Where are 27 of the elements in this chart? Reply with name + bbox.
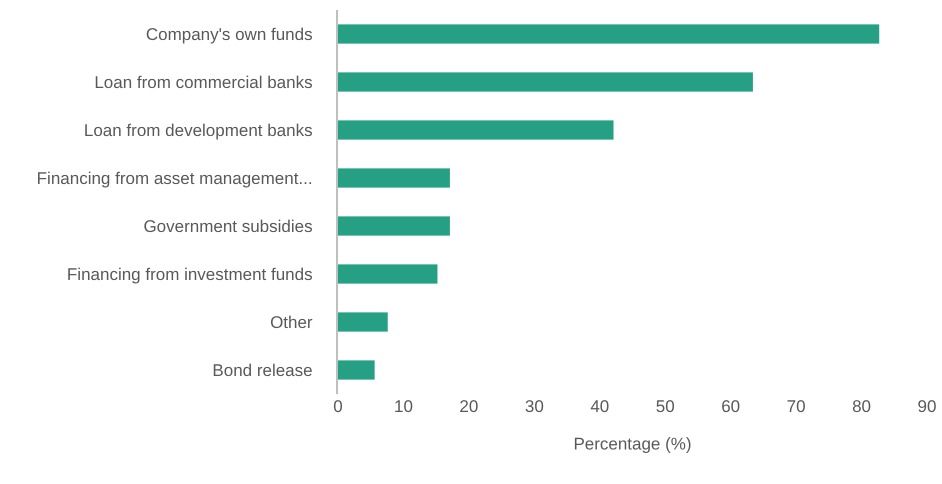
x-tick-label: 0 (333, 397, 343, 416)
bar (338, 264, 438, 284)
y-tick-label: Company's own funds (146, 24, 313, 44)
x-tick-label: 60 (721, 397, 740, 416)
x-tick-label: 40 (590, 397, 610, 416)
y-tick-label: Financing from investment funds (66, 264, 313, 284)
x-tick-label: 80 (852, 397, 872, 416)
x-tick-label: 50 (656, 397, 675, 416)
bar (338, 72, 753, 92)
x-tick-label: 10 (394, 397, 413, 416)
x-tick-label: 30 (524, 397, 544, 416)
y-tick-label: Other (270, 312, 313, 332)
x-tick-label: 70 (786, 397, 806, 416)
bar (338, 168, 450, 188)
y-tick-label: Government subsidies (143, 216, 313, 236)
x-tick-label: 20 (459, 397, 478, 416)
y-tick-label: Loan from commercial banks (94, 72, 313, 92)
bar (338, 120, 614, 140)
bar (338, 360, 375, 380)
y-tick-label: Financing from asset management... (36, 168, 313, 188)
y-tick-label: Bond release (212, 360, 313, 380)
bar (338, 312, 388, 332)
y-tick-label: Loan from development banks (84, 120, 313, 140)
x-tick-label: 90 (918, 397, 936, 416)
bar (338, 24, 880, 44)
x-axis-title: Percentage (%) (573, 434, 692, 454)
bar (338, 216, 450, 236)
